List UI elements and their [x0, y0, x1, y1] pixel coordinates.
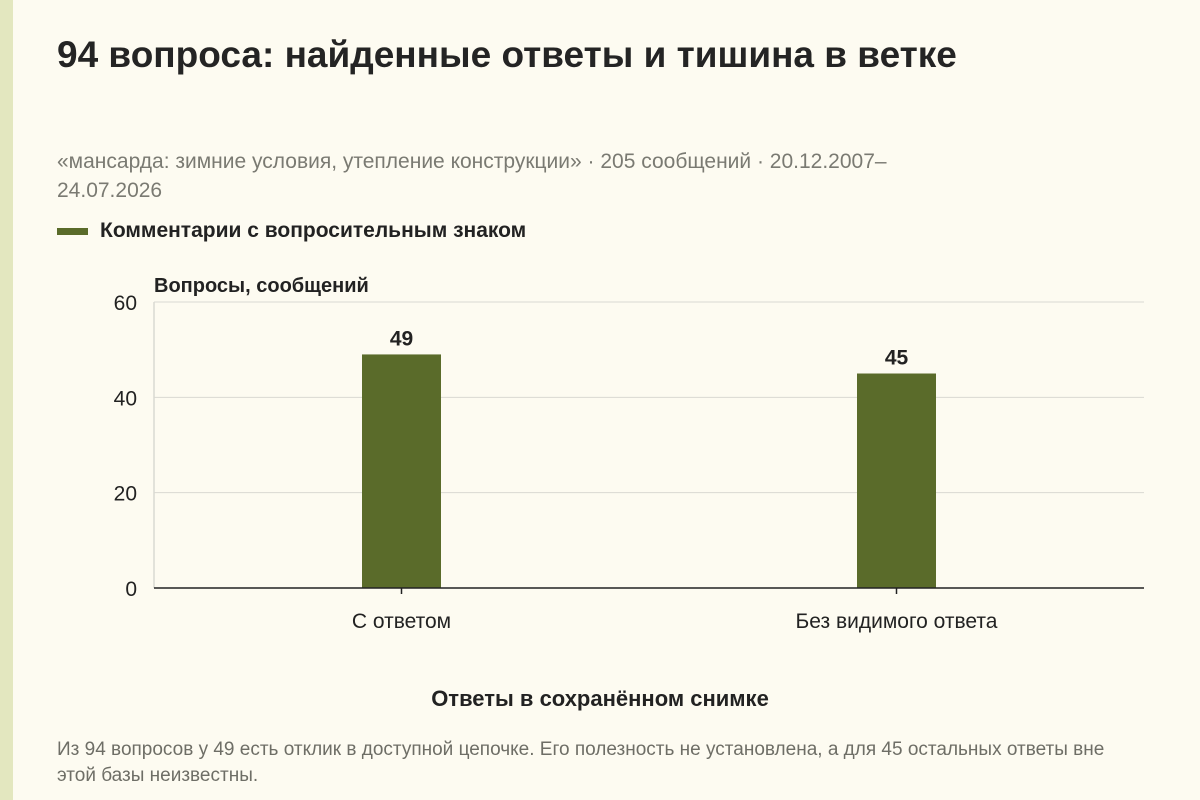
y-ticks: 0 20 40 60 [114, 292, 137, 601]
left-accent-stripe [0, 0, 13, 800]
x-tick-label: Без видимого ответа [796, 610, 998, 633]
legend-swatch [57, 227, 88, 235]
footnote: Из 94 вопросов у 49 есть отклик в доступ… [57, 739, 1105, 786]
x-axis-title: Ответы в сохранённом снимке [431, 686, 769, 711]
chart-subtitle: «мансарда: зимние условия, утепление кон… [57, 150, 887, 202]
y-axis-title: Вопросы, сообщений [154, 275, 369, 297]
y-tick-label: 60 [114, 292, 137, 315]
legend-label: Комментарии с вопросительным знаком [100, 219, 527, 242]
legend: Комментарии с вопросительным знаком [57, 219, 526, 243]
bar [362, 354, 441, 588]
bar-value-label: 45 [885, 347, 909, 370]
gridlines [154, 301, 1144, 494]
bar [857, 373, 936, 588]
y-tick-label: 20 [114, 483, 137, 506]
x-tick-marks [400, 588, 898, 594]
bar-value-label: 49 [390, 327, 413, 350]
bars [362, 354, 936, 588]
y-tick-label: 40 [114, 387, 137, 410]
chart-title: 94 вопроса: найденные ответы и тишина в … [57, 34, 957, 75]
y-tick-label: 0 [125, 578, 137, 601]
x-tick-label: С ответом [352, 610, 451, 633]
x-tick-labels: С ответом Без видимого ответа [352, 610, 998, 633]
bar-value-labels: 49 45 [390, 327, 909, 369]
